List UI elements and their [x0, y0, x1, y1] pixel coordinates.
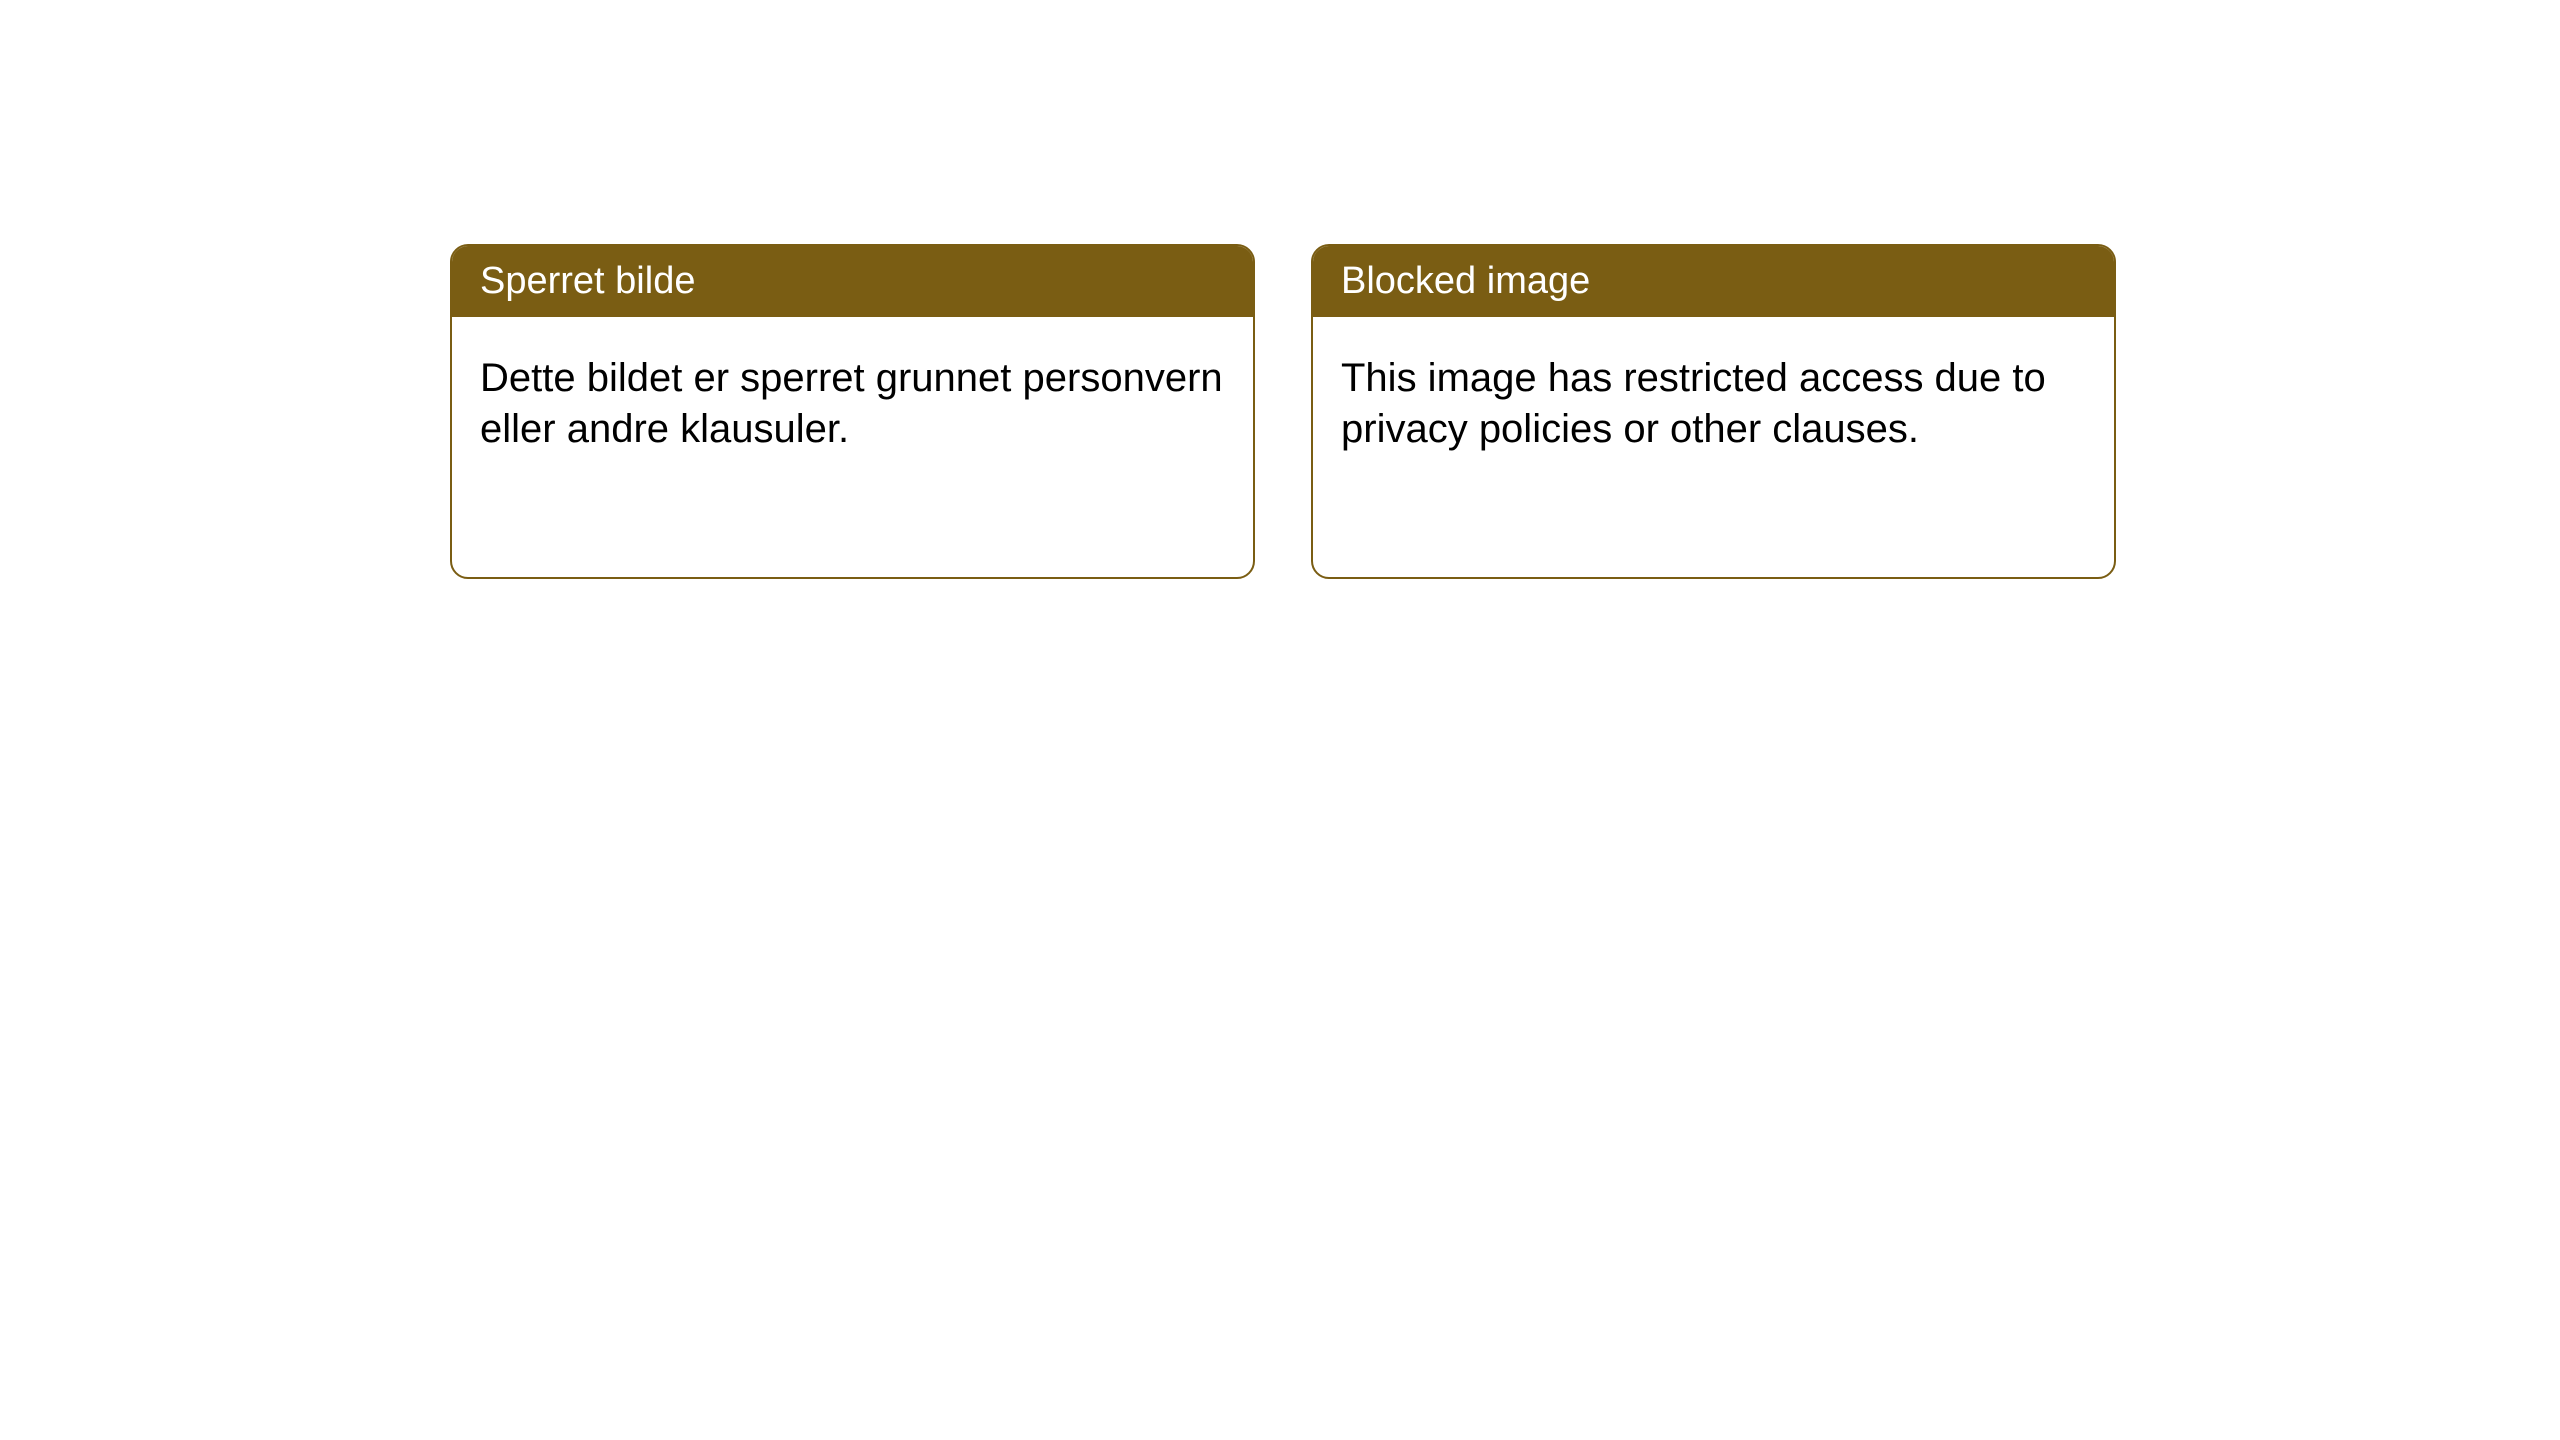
- card-title: Blocked image: [1313, 246, 2114, 317]
- card-body: This image has restricted access due to …: [1313, 317, 2114, 491]
- notice-card-en: Blocked image This image has restricted …: [1311, 244, 2116, 579]
- card-title: Sperret bilde: [452, 246, 1253, 317]
- card-body: Dette bildet er sperret grunnet personve…: [452, 317, 1253, 491]
- notice-card-no: Sperret bilde Dette bildet er sperret gr…: [450, 244, 1255, 579]
- notice-container: Sperret bilde Dette bildet er sperret gr…: [450, 244, 2116, 579]
